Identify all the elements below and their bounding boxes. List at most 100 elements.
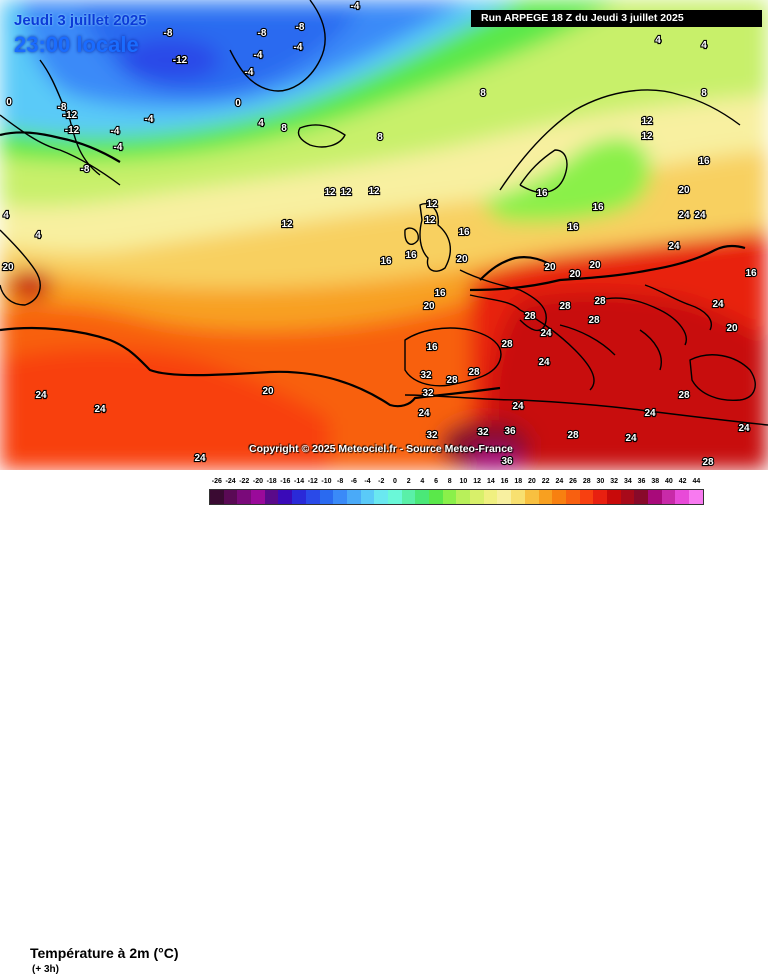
color-scale-swatch xyxy=(251,490,265,504)
map-value-label: 12 xyxy=(281,219,293,230)
color-scale-tick: -18 xyxy=(266,478,277,485)
color-scale-tick: 38 xyxy=(651,478,660,485)
color-scale-tick: 30 xyxy=(596,478,605,485)
map-value-label: 28 xyxy=(501,339,513,350)
map-value-label: 20 xyxy=(569,269,581,280)
color-scale-swatch xyxy=(606,490,621,504)
map-value-label: 32 xyxy=(420,370,432,381)
map-value-label: -12 xyxy=(173,55,188,66)
map-value-label: -4 xyxy=(254,50,263,61)
map-value-label: -8 xyxy=(164,28,173,39)
color-scale-swatch xyxy=(689,490,703,504)
map-value-label: -8 xyxy=(296,22,305,33)
map-value-label: 12 xyxy=(424,215,436,226)
map-value-label: 24 xyxy=(512,401,524,412)
color-scale-tick: -26 xyxy=(211,478,222,485)
color-scale-swatch xyxy=(620,490,635,504)
color-scale-tick: 2 xyxy=(406,478,411,485)
color-scale-tick: -4 xyxy=(364,478,371,485)
color-scale-swatch xyxy=(333,490,347,504)
map-value-label: 24 xyxy=(738,423,750,434)
color-scale-swatch xyxy=(524,490,539,504)
color-scale-tick: -2 xyxy=(378,478,385,485)
map-value-label: 8 xyxy=(281,123,287,134)
map-value-label: 28 xyxy=(468,367,480,378)
map-value-label: 24 xyxy=(678,210,690,221)
color-scale-swatch xyxy=(634,490,648,504)
color-scale-tick: 28 xyxy=(582,478,591,485)
color-scale-swatch xyxy=(675,490,690,504)
color-scale-swatch xyxy=(648,490,662,504)
color-scale-tick: 32 xyxy=(610,478,619,485)
map-value-label: 24 xyxy=(694,210,706,221)
map-value-label: 28 xyxy=(567,430,579,441)
color-scale-swatch xyxy=(579,490,594,504)
map-value-label: 24 xyxy=(35,390,47,401)
map-value-label: 8 xyxy=(377,132,383,143)
color-scale-tick: 36 xyxy=(637,478,646,485)
color-scale-tick: 18 xyxy=(514,478,523,485)
color-scale-labels: -26 -24 -22 -20 -18 -16 -14 -12 -10 -8 -6 -4 -2 0 2 4 6 8… xyxy=(0,478,768,488)
map-value-label: 20 xyxy=(589,260,601,271)
map-value-label: 24 xyxy=(644,408,656,419)
color-scale-swatch xyxy=(483,490,498,504)
color-scale-swatch xyxy=(538,490,553,504)
color-scale-swatch xyxy=(415,490,429,504)
map-value-label: 36 xyxy=(504,426,516,437)
color-scale-tick: 0 xyxy=(392,478,397,485)
map-value-label: 12 xyxy=(641,116,653,127)
run-info: Run ARPEGE 18 Z du Jeudi 3 juillet 2025 xyxy=(471,10,762,27)
map-value-label: 24 xyxy=(668,241,680,252)
color-scale-tick: 26 xyxy=(569,478,577,485)
map-value-label: 28 xyxy=(588,315,600,326)
color-scale-tick: 8 xyxy=(447,478,452,485)
map-value-label: 20 xyxy=(262,386,274,397)
map-value-label: -4 xyxy=(245,67,254,78)
map-value-label: 4 xyxy=(655,35,661,46)
color-scale-tick: -8 xyxy=(337,478,344,485)
color-scale-swatch xyxy=(442,490,457,504)
map-value-label: 16 xyxy=(458,227,470,238)
map-value-label: 16 xyxy=(405,250,417,261)
color-scale-tick: -6 xyxy=(350,478,357,485)
temperature-field xyxy=(0,0,768,470)
color-scale-swatch xyxy=(305,490,320,504)
map-value-label: 0 xyxy=(6,97,12,108)
map-value-label: 12 xyxy=(324,187,336,198)
color-scale-bar xyxy=(209,489,704,505)
map-value-label: 24 xyxy=(94,404,106,415)
color-scale-tick: 12 xyxy=(473,478,482,485)
color-scale-swatch xyxy=(210,490,224,504)
color-scale-tick: -10 xyxy=(321,478,332,485)
map-value-label: 8 xyxy=(701,88,707,99)
map-value-label: 4 xyxy=(701,40,707,51)
map-value-label: -4 xyxy=(114,142,123,153)
map-value-label: 16 xyxy=(380,256,392,267)
map-value-label: 28 xyxy=(524,311,536,322)
color-scale-swatch xyxy=(374,490,388,504)
color-scale-tick: -16 xyxy=(280,478,291,485)
map-value-label: 4 xyxy=(3,210,9,221)
copyright-text: Copyright © 2025 Meteociel.fr - Source M… xyxy=(249,443,513,455)
map-value-label: 8 xyxy=(480,88,486,99)
map-time: 23:00 locale xyxy=(14,32,139,57)
map-value-label: 24 xyxy=(540,328,552,339)
color-scale-swatch xyxy=(319,490,334,504)
color-scale-swatch xyxy=(661,490,676,504)
map-value-label: 16 xyxy=(567,222,579,233)
map-value-label: 24 xyxy=(418,408,430,419)
map-value-label: 16 xyxy=(426,342,438,353)
map-value-label: 20 xyxy=(423,301,435,312)
map-value-label: 16 xyxy=(698,156,710,167)
color-scale-swatch xyxy=(456,490,471,504)
map-value-label: 4 xyxy=(35,230,41,241)
color-scale-swatch xyxy=(360,490,375,504)
map-value-label: -4 xyxy=(111,126,120,137)
map-value-label: 12 xyxy=(641,131,653,142)
color-scale-tick: 44 xyxy=(692,478,701,485)
map-value-label: 28 xyxy=(446,375,458,386)
color-scale-tick: 42 xyxy=(678,478,687,485)
color-scale-swatch xyxy=(552,490,566,504)
map-value-label: 12 xyxy=(368,186,380,197)
